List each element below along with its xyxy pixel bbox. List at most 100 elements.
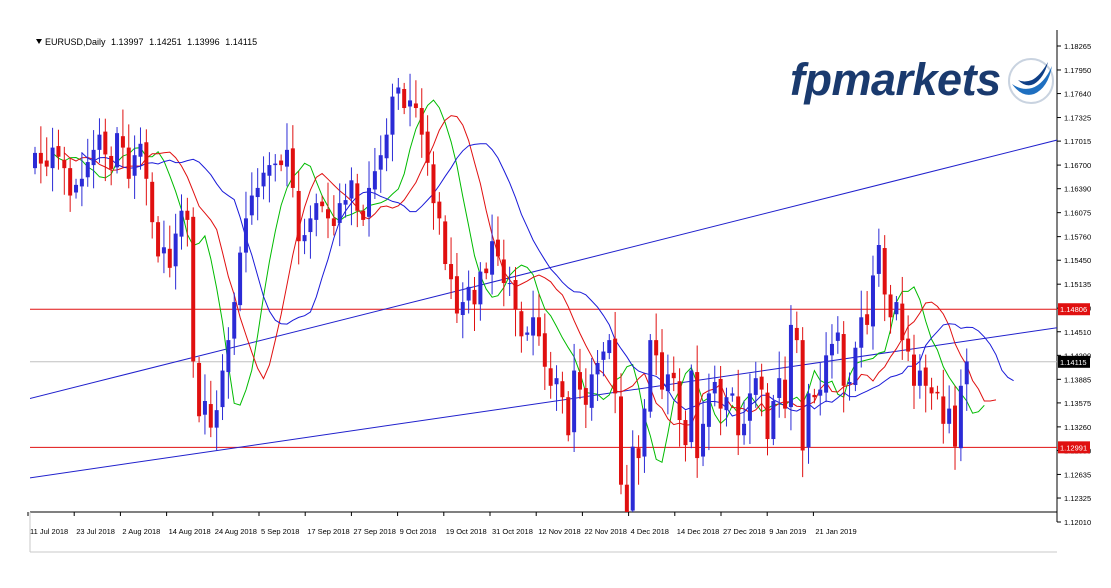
candle-body [161, 247, 166, 254]
candle-body [284, 149, 289, 167]
candle [443, 215, 448, 271]
candle [648, 334, 653, 418]
y-tick-label: 1.18265 [1064, 42, 1091, 51]
candle-body [314, 203, 319, 220]
candle [572, 343, 577, 452]
candle [144, 129, 149, 206]
candle [759, 363, 764, 417]
candle-body [296, 190, 301, 242]
x-tick-label: 27 Sep 2018 [353, 527, 396, 536]
channel-lower-line [30, 327, 1057, 479]
candle [683, 410, 688, 462]
candle-body [630, 446, 635, 511]
candle [607, 334, 612, 360]
candle [888, 284, 893, 334]
candle [361, 204, 366, 226]
candle [876, 228, 881, 287]
candle-body [829, 343, 834, 356]
candle [613, 311, 618, 414]
candle [337, 183, 342, 247]
candle-body [38, 152, 43, 164]
candle [636, 435, 641, 485]
candle [847, 372, 852, 401]
candle-body [56, 146, 61, 157]
candle-body [572, 370, 577, 433]
candle-body [753, 378, 758, 395]
candle-body [185, 210, 190, 220]
candle-body [85, 162, 90, 178]
close-value: 1.14115 [225, 37, 258, 47]
candle [185, 197, 190, 247]
candle [642, 399, 647, 473]
candle-body [419, 108, 424, 135]
candle-body [337, 203, 342, 223]
candle-body [372, 171, 377, 190]
candle-body [519, 311, 524, 337]
candle-body [607, 340, 612, 354]
candle-body [103, 131, 108, 155]
candle [372, 147, 377, 199]
candle-body [367, 187, 372, 217]
candle [829, 324, 834, 379]
candle [742, 400, 747, 445]
candle [912, 334, 916, 409]
collapse-triangle-icon[interactable] [36, 39, 42, 44]
x-tick-label: 11 Jul 2018 [30, 527, 68, 536]
candle [197, 356, 202, 423]
candle [812, 388, 817, 404]
candle [85, 138, 90, 187]
candle-body [279, 160, 284, 166]
candle-body [619, 396, 623, 485]
candle-body [343, 200, 348, 205]
candle [595, 350, 600, 402]
candle [619, 373, 623, 495]
candle [202, 374, 207, 435]
candle-body [677, 381, 682, 421]
candle-body [548, 368, 553, 386]
candle [660, 329, 665, 400]
candle [753, 361, 758, 408]
x-tick-label: 17 Sep 2018 [307, 527, 350, 536]
candle-body [501, 259, 506, 284]
candle-body [583, 388, 588, 405]
candle [771, 394, 776, 446]
candle-body [355, 183, 360, 211]
candle-body [443, 221, 448, 265]
x-tick-label: 14 Aug 2018 [169, 527, 211, 536]
x-tick-label: 22 Nov 2018 [584, 527, 627, 536]
candle [454, 252, 459, 324]
candle [449, 237, 454, 300]
candle-body [870, 275, 875, 327]
candle [214, 390, 219, 451]
candle-body [648, 340, 653, 412]
candle [824, 332, 829, 403]
candle-body [642, 408, 647, 457]
candle [33, 146, 37, 175]
candle-body [531, 317, 536, 336]
x-tick-label: 24 Aug 2018 [215, 527, 257, 536]
candle-body [120, 136, 125, 148]
candle-body [97, 134, 102, 150]
candle-body [238, 252, 243, 306]
candle [566, 391, 571, 442]
brand-name: fpmarkets [790, 54, 1001, 105]
candle-body [226, 340, 231, 373]
candle-body [214, 410, 219, 428]
candle-body [173, 233, 178, 267]
candle [531, 290, 536, 356]
candle-body [935, 391, 940, 394]
price-badge-label: 1.12991 [1060, 443, 1087, 452]
candle-body [736, 396, 741, 436]
candle [777, 351, 782, 418]
candle [425, 115, 430, 176]
candle [859, 290, 864, 368]
candle [413, 80, 418, 118]
symbol-label: EURUSD,Daily [45, 37, 106, 47]
candle [120, 109, 125, 168]
candle [472, 276, 477, 331]
ma-mid-line [63, 115, 997, 426]
candle-body [718, 378, 723, 409]
candle [138, 127, 143, 170]
candle-body [290, 148, 295, 188]
candle [630, 430, 635, 512]
